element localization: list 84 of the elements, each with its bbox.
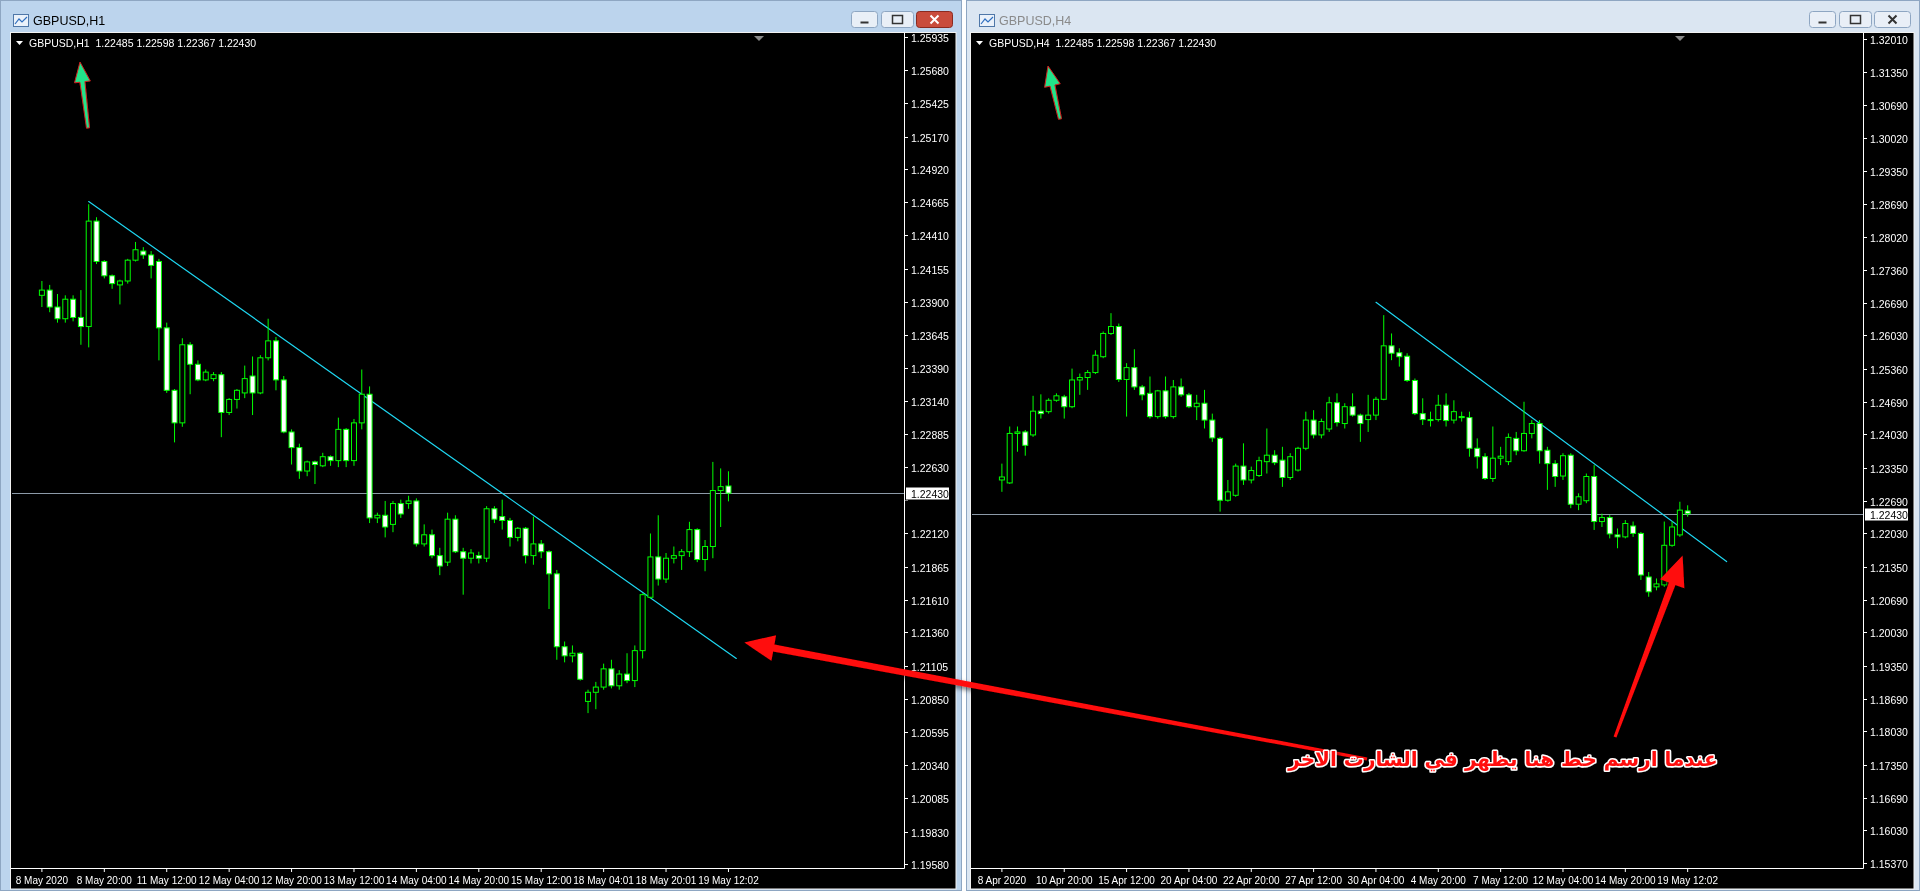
y-tick-label: 1.28690	[1870, 198, 1908, 211]
x-tick-label: 13 May 12:00	[323, 874, 385, 886]
y-tick-label: 1.23140	[911, 395, 949, 408]
y-tick-label: 1.19830	[911, 826, 949, 839]
annotation: عندما ارسم خط هنا يظهر في الشارت الاخر	[1288, 747, 1718, 771]
x-tick-label: 10 Apr 20:00	[1035, 874, 1093, 886]
x-tick-label: 14 May 04:00	[386, 874, 447, 886]
y-tick-label: 1.25170	[911, 131, 949, 144]
x-tick-label: 12 May 04:00	[198, 874, 260, 886]
y-tick-label: 1.32010	[1870, 33, 1908, 46]
y-tick-label: 1.31350	[1870, 66, 1908, 79]
x-tick-label: 7 May 12:00	[1473, 874, 1529, 886]
y-tick-label: 1.22690	[1870, 495, 1908, 508]
y-tick-label: 1.19580	[911, 858, 949, 871]
x-tick-label: 15 Apr 12:00	[1098, 874, 1155, 886]
x-tick-label: 14 May 20:00	[448, 874, 510, 886]
y-tick-label: 1.23390	[911, 362, 949, 375]
y-tick-label: 1.22630	[911, 461, 949, 474]
y-tick-label: 1.17350	[1870, 759, 1908, 772]
y-tick-label: 1.26030	[1870, 329, 1908, 342]
y-tick-label: 1.30690	[1870, 99, 1908, 112]
y-tick-label: 1.22030	[1870, 527, 1908, 540]
y-tick-label: 1.18690	[1870, 693, 1908, 706]
y-tick-label: 1.20085	[911, 792, 949, 805]
y-tick-label: 1.16030	[1870, 824, 1908, 837]
y-tick-label: 1.21865	[911, 561, 949, 574]
y-tick-label: 1.18030	[1870, 725, 1908, 738]
y-tick-label: 1.28020	[1870, 231, 1908, 244]
ref-label: 1.22430	[905, 486, 950, 501]
x-tick-label: 18 May 04:01	[573, 874, 634, 886]
x-tick-label: 22 Apr 20:00	[1222, 874, 1280, 886]
y-tick-label: 1.20030	[1870, 626, 1908, 639]
y-tick-label: 1.29350	[1870, 165, 1908, 178]
ref-line-label: 1.22430	[911, 487, 950, 500]
y-tick-label: 1.24410	[911, 229, 949, 242]
x-tick-label: 8 May 2020	[15, 874, 69, 886]
y-tick-label: 1.23350	[1870, 462, 1908, 475]
x-tick-label: 20 Apr 04:00	[1160, 874, 1218, 886]
x-tick-label: 15 May 12:00	[510, 874, 572, 886]
x-tick-label: 12 May 20:00	[261, 874, 322, 886]
y-tick-label: 1.25425	[911, 97, 949, 110]
y-tick-label: 1.20690	[1870, 594, 1908, 607]
title: GBPUSD,H4	[999, 14, 1072, 28]
y-tick-label: 1.24920	[911, 163, 949, 176]
y-tick-label: 1.25360	[1870, 363, 1908, 376]
y-tick-label: 1.23645	[911, 329, 949, 342]
y-tick-label: 1.16690	[1870, 792, 1908, 805]
y-tick-label: 1.23900	[911, 296, 949, 309]
y-tick-label: 1.19350	[1870, 660, 1908, 673]
x-tick-label: 19 May 12:02	[698, 874, 759, 886]
y-tick-label: 1.26690	[1870, 297, 1908, 310]
y-tick-label: 1.25935	[911, 31, 949, 44]
y-tick-label: 1.30020	[1870, 132, 1908, 145]
y-tick-label: 1.22120	[911, 527, 949, 540]
x-tick-label: 19 May 12:02	[1657, 874, 1718, 886]
ref-line-label: 1.22430	[1870, 508, 1909, 521]
y-tick-label: 1.24690	[1870, 396, 1908, 409]
y-tick-label: 1.25680	[911, 64, 949, 77]
x-tick-label: 27 Apr 12:00	[1285, 874, 1342, 886]
x-tick-label: 8 Apr 2020	[977, 874, 1027, 886]
y-tick-label: 1.22885	[911, 428, 949, 441]
y-tick-label: 1.21105	[911, 660, 949, 673]
y-tick-label: 1.20595	[911, 726, 949, 739]
y-tick-label: 1.15370	[1870, 857, 1908, 870]
subtitle: GBPUSD,H4 1.22485 1.22598 1.22367 1.22430	[989, 37, 1217, 49]
y-tick-label: 1.24155	[911, 263, 949, 276]
ref-label: 1.22430	[1864, 507, 1909, 522]
x-tick-label: 18 May 20:01	[635, 874, 697, 886]
x-tick-label: 30 Apr 04:00	[1347, 874, 1405, 886]
y-tick-label: 1.24665	[911, 196, 949, 209]
x-tick-label: 8 May 20:00	[76, 874, 132, 886]
y-tick-label: 1.20340	[911, 759, 949, 772]
y-tick-label: 1.21360	[911, 626, 949, 639]
x-tick-label: 14 May 20:00	[1595, 874, 1656, 886]
y-tick-label: 1.20850	[911, 693, 949, 706]
y-tick-label: 1.21610	[911, 594, 949, 607]
subtitle: GBPUSD,H1 1.22485 1.22598 1.22367 1.22430	[29, 37, 257, 49]
y-tick-label: 1.21350	[1870, 561, 1908, 574]
x-tick-label: 4 May 20:00	[1410, 874, 1466, 886]
x-tick-label: 12 May 04:00	[1532, 874, 1594, 886]
y-tick-label: 1.27360	[1870, 264, 1908, 277]
x-tick-label: 11 May 12:00	[136, 874, 197, 886]
title: GBPUSD,H1	[33, 14, 106, 28]
y-tick-label: 1.24030	[1870, 428, 1908, 441]
